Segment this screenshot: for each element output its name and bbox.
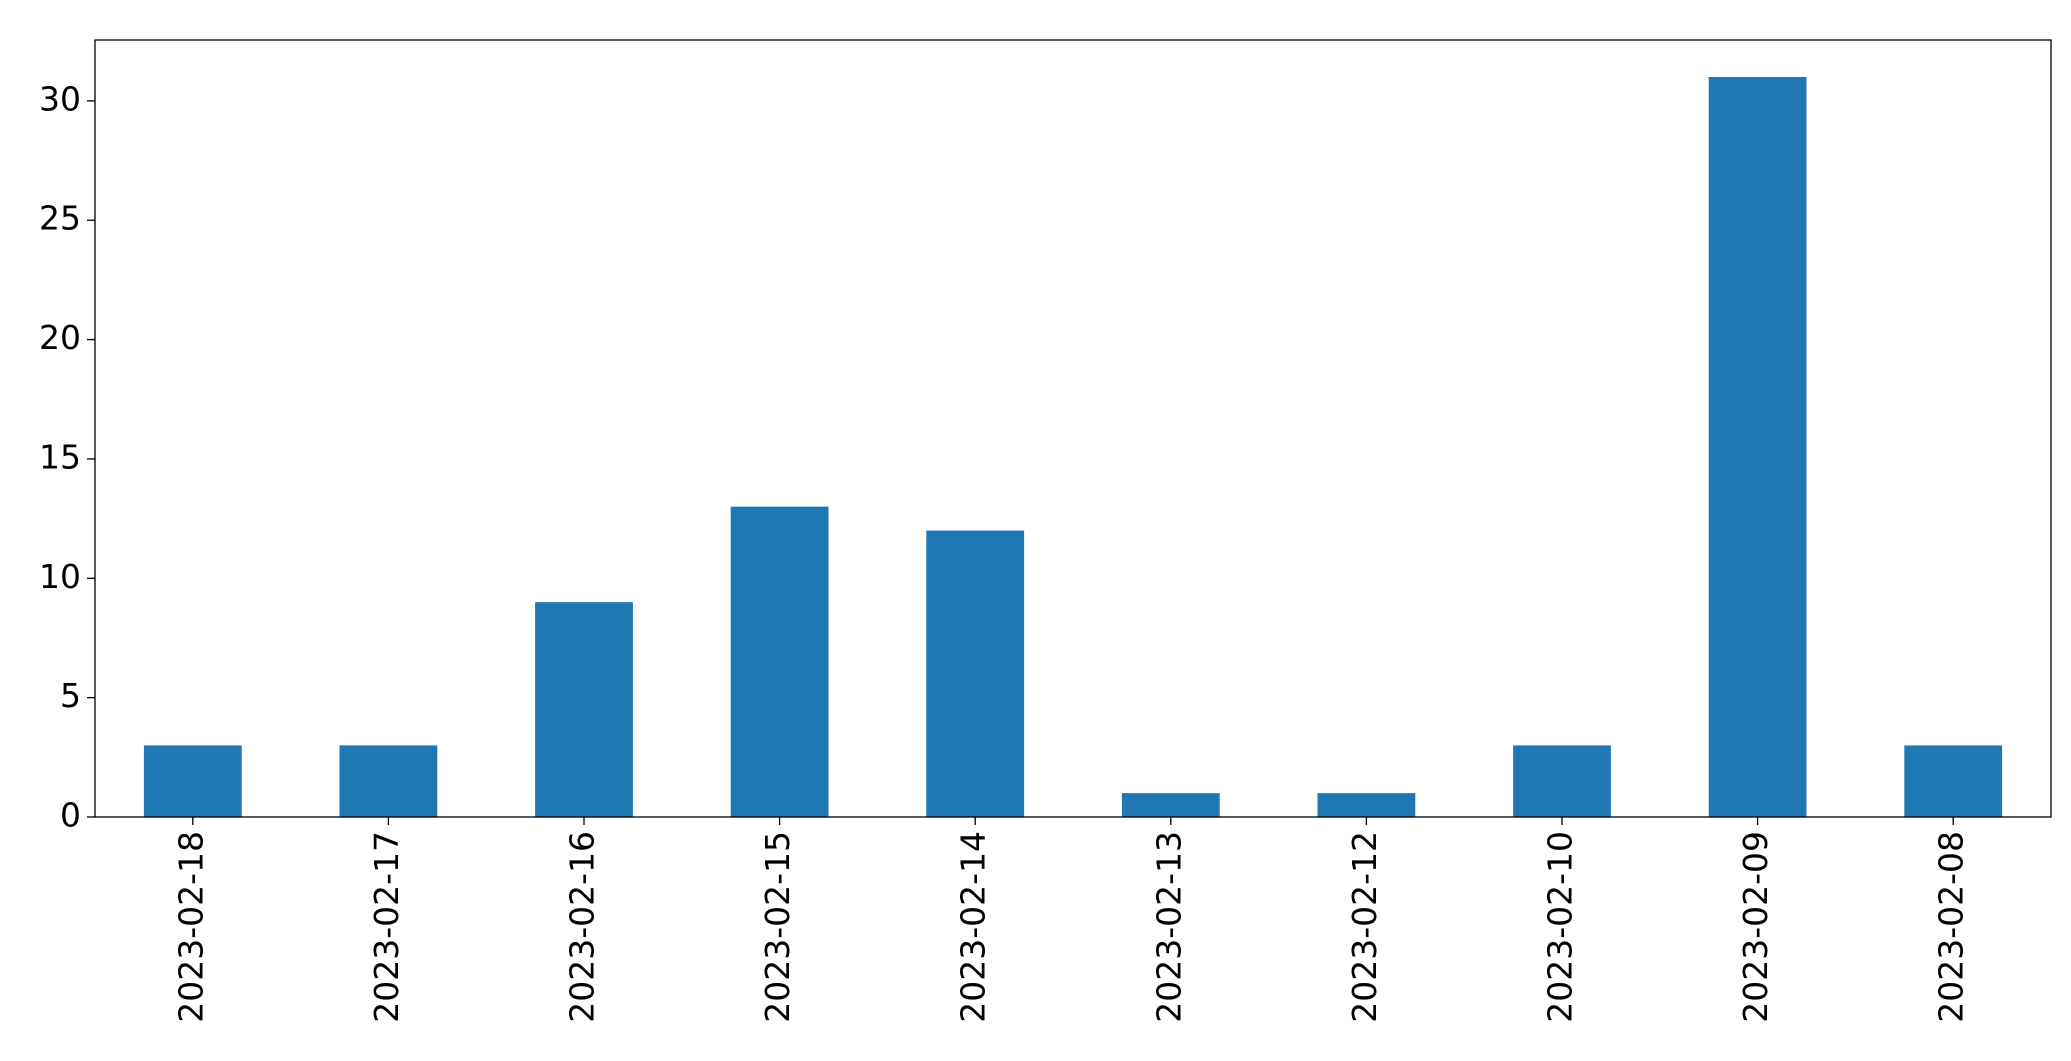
bar [143,745,242,817]
x-tick-label: 2023-02-16 [563,831,602,1023]
y-tick-label: 5 [60,676,81,715]
bar [1317,793,1416,817]
x-tick-label: 2023-02-15 [758,831,797,1023]
x-tick-label: 2023-02-12 [1345,831,1384,1023]
y-tick-label: 30 [39,79,81,118]
bar [339,745,438,817]
y-tick-label: 20 [39,318,81,357]
x-tick-label: 2023-02-10 [1541,831,1580,1023]
bar [926,530,1025,817]
bar [1708,77,1807,817]
y-tick-label: 25 [39,199,81,238]
y-tick-label: 10 [39,557,81,596]
bar [1513,745,1611,817]
plot-frame [94,39,2052,818]
bar [730,506,829,817]
bar [1904,745,2003,817]
bar [1121,793,1220,817]
x-tick-label: 2023-02-18 [171,831,210,1023]
x-tick-label: 2023-02-08 [1932,831,1971,1023]
x-tick-label: 2023-02-09 [1736,831,1775,1023]
bar [535,602,633,817]
x-tick-label: 2023-02-13 [1149,831,1188,1023]
x-tick-label: 2023-02-14 [954,831,993,1023]
y-tick-label: 0 [60,796,81,835]
y-tick-label: 15 [39,437,81,476]
x-tick-label: 2023-02-17 [367,831,406,1023]
